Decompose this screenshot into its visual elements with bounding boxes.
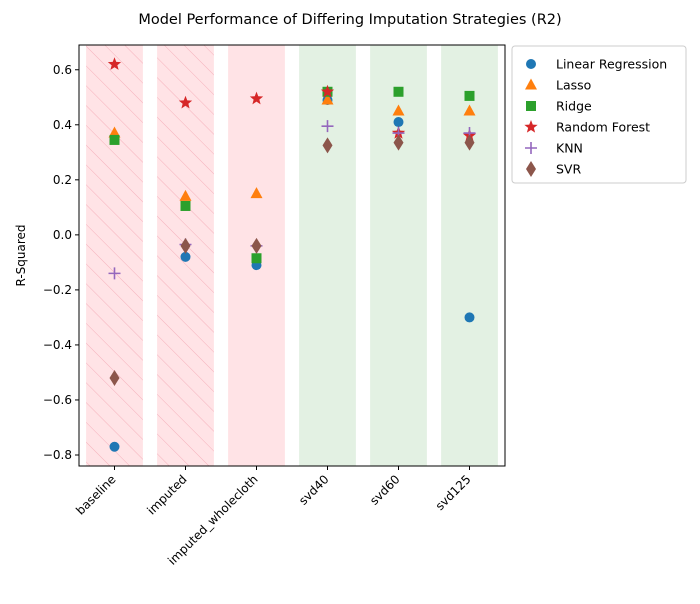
point-knn xyxy=(321,120,334,133)
y-tick-label: 0.0 xyxy=(53,228,72,242)
legend-label-linear-regression: Linear Regression xyxy=(556,57,667,72)
legend-label-knn: KNN xyxy=(556,141,583,156)
point-lasso xyxy=(392,104,405,116)
point-linear-regression xyxy=(180,251,191,262)
legend-label-svr: SVR xyxy=(556,162,581,177)
point-knn xyxy=(108,267,121,280)
point-ridge xyxy=(180,200,191,211)
band-svd40 xyxy=(299,45,356,466)
point-svr xyxy=(393,134,404,151)
legend-marker-random-forest xyxy=(524,120,538,133)
data-marks xyxy=(107,57,477,452)
x-tick-label: svd60 xyxy=(367,472,403,508)
point-lasso xyxy=(108,126,121,138)
band-hatch-baseline xyxy=(86,45,143,466)
legend-marker-lasso xyxy=(525,78,537,90)
x-tick-label: baseline xyxy=(73,472,118,517)
chart-title: Model Performance of Differing Imputatio… xyxy=(138,12,561,28)
point-linear-regression xyxy=(464,312,475,323)
x-tick-label: svd125 xyxy=(433,472,474,513)
point-lasso xyxy=(250,187,263,199)
point-random-forest xyxy=(249,91,264,105)
plot-frame xyxy=(78,44,506,467)
point-svr xyxy=(464,134,475,151)
y-tick-label: −0.2 xyxy=(43,283,72,297)
point-svr xyxy=(251,237,262,254)
point-svr xyxy=(322,137,333,154)
point-svr xyxy=(109,369,120,386)
legend-label-random-forest: Random Forest xyxy=(556,120,650,135)
point-svr xyxy=(180,237,191,254)
x-tick-label: imputed xyxy=(144,472,189,517)
y-axis-label: R-Squared xyxy=(14,224,28,286)
legend: Linear Regression Lasso Ridge Random Forest… xyxy=(511,45,687,184)
y-tick-label: −0.6 xyxy=(43,393,72,407)
category-shading xyxy=(86,45,498,466)
point-lasso xyxy=(463,104,476,116)
y-tick-label: 0.6 xyxy=(53,63,72,77)
point-ridge xyxy=(393,86,404,97)
point-random-forest xyxy=(107,57,122,70)
point-linear-regression xyxy=(393,117,404,128)
y-tick-label: −0.4 xyxy=(43,338,72,352)
x-tick-label: svd40 xyxy=(296,472,332,508)
legend-box xyxy=(511,45,687,184)
point-ridge xyxy=(251,253,262,264)
legend-marker-svr xyxy=(526,161,536,177)
point-lasso xyxy=(321,93,334,105)
point-random-forest xyxy=(320,84,335,98)
point-linear-regression xyxy=(109,441,120,452)
y-tick-label: 0.4 xyxy=(53,118,72,132)
legend-marker-ridge xyxy=(526,101,536,111)
point-lasso xyxy=(179,189,192,201)
y-tick-label: 0.2 xyxy=(53,173,72,187)
point-ridge xyxy=(464,90,475,101)
legend-label-ridge: Ridge xyxy=(556,99,592,114)
legend-label-lasso: Lasso xyxy=(556,78,591,93)
legend-marker-knn xyxy=(525,142,537,154)
legend-marker-linear-regression xyxy=(526,59,536,69)
point-random-forest xyxy=(178,95,193,109)
y-tick-label: −0.8 xyxy=(43,448,72,462)
point-ridge xyxy=(109,134,120,145)
